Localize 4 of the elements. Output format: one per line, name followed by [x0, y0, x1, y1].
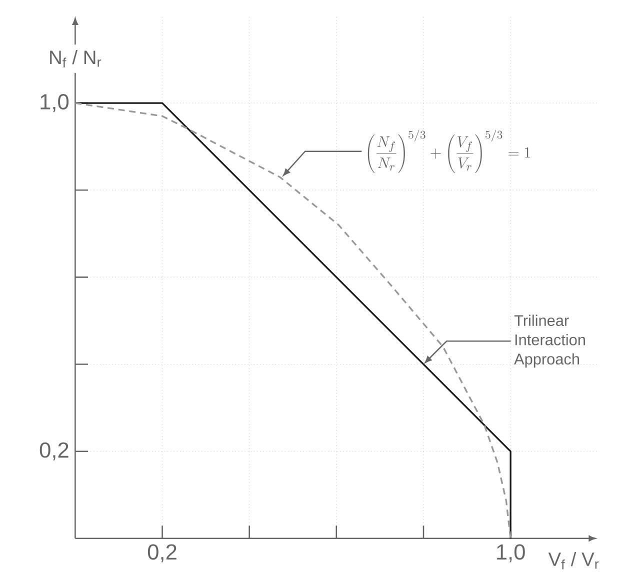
y-axis-title: N$_{f}$ / N$_{r}$: [50, 50, 102, 68]
x-axis-title: V$_{f}$ / V$_{r}$: [548, 552, 599, 570]
annotation: Trilinear Interaction Approach: [514, 314, 585, 368]
annotation: $\left(\frac{N_f}{N_r}\right)^{5/3}+\left(\frac{V_f}{V_r}\right)^{5/3}=1$: [368, 130, 530, 174]
